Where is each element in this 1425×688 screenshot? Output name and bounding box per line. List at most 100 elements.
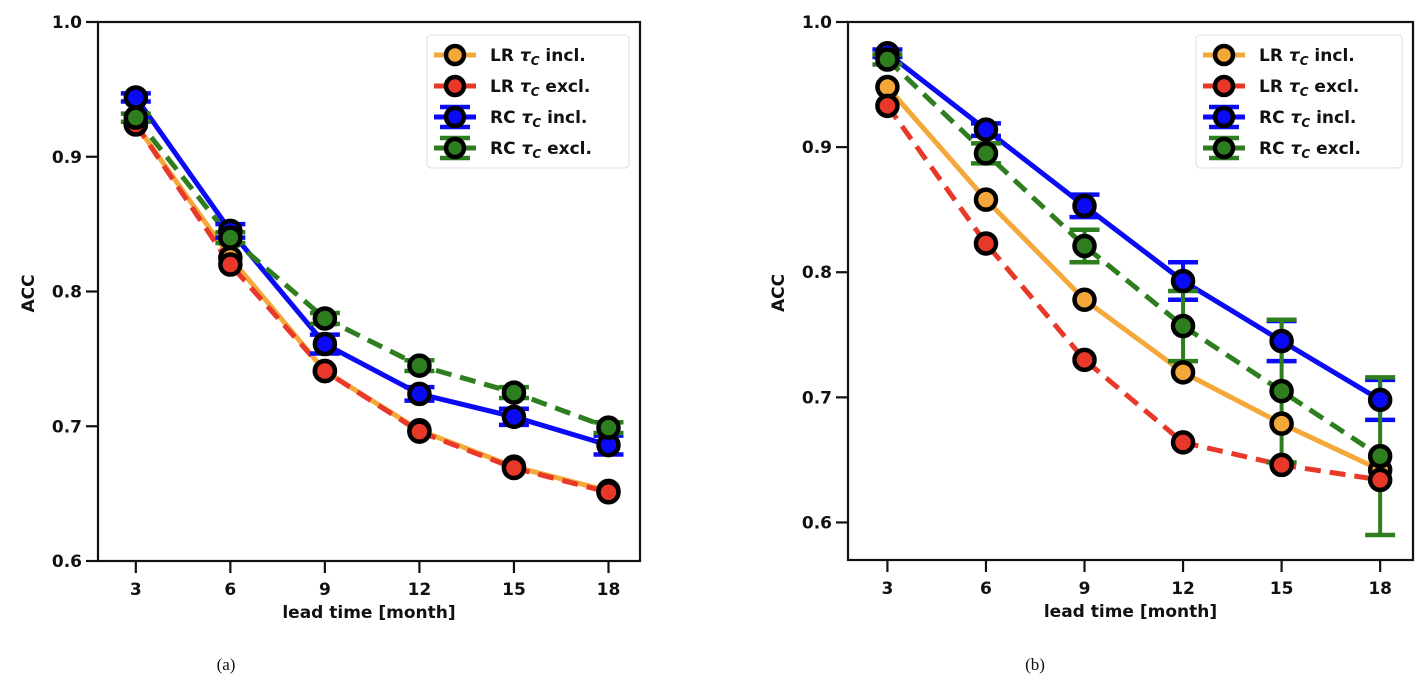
legend-marker	[443, 43, 467, 67]
legend: LR τC incl. LR τC excl. RC τC incl. RC τC e…	[1195, 34, 1403, 169]
y-tick-label: 0.9	[802, 138, 832, 158]
data-point	[973, 187, 999, 212]
data-point	[312, 306, 338, 331]
legend-item: RC τC incl.	[434, 104, 587, 130]
series-line-0	[133, 122, 610, 494]
x-tick-label: 6	[224, 580, 236, 600]
legend-item: RC τC excl.	[434, 135, 592, 161]
x-tick-label: 3	[881, 579, 893, 599]
x-tick-label: 15	[1270, 579, 1294, 599]
y-tick-label: 1.0	[802, 13, 832, 33]
data-point	[407, 381, 432, 407]
chart-panel-b: 0.6 0.7 0.8 0.9 1.0 3 6 9 12 15 18 lead time [month…	[769, 13, 1415, 674]
x-axis-label: lead time [month]	[282, 603, 455, 623]
y-tick-label: 0.6	[802, 513, 832, 533]
series-line-1	[885, 104, 1381, 483]
legend-marker	[443, 105, 467, 129]
legend-marker	[443, 136, 467, 160]
data-point	[1367, 443, 1393, 469]
legend-box	[426, 34, 630, 169]
legend: LR τC incl. LR τC excl. RC τC incl. RC τC e…	[426, 34, 630, 169]
legend-label: LR τC excl.	[1259, 77, 1359, 99]
panel-caption: (b)	[1025, 655, 1045, 674]
series-line-3	[133, 116, 610, 430]
legend-label: RC τC excl.	[1259, 139, 1361, 161]
data-point	[596, 415, 621, 440]
panel-caption: (a)	[217, 655, 236, 674]
legend-marker	[1212, 74, 1236, 98]
x-tick-label: 15	[502, 580, 526, 600]
y-axis-label: ACC	[19, 274, 39, 312]
data-point	[1170, 430, 1196, 455]
x-tick-label: 18	[597, 580, 621, 600]
legend-marker	[1212, 105, 1236, 129]
data-point	[973, 117, 999, 142]
data-point	[407, 353, 432, 378]
x-tick-label: 6	[980, 579, 992, 599]
data-point	[973, 231, 999, 256]
y-tick-label: 0.8	[52, 283, 82, 303]
series-line-0	[885, 85, 1382, 473]
data-point	[407, 419, 432, 444]
plot-frame	[846, 20, 1415, 562]
data-point	[1072, 347, 1097, 373]
data-point	[501, 380, 527, 405]
data-point	[596, 480, 621, 505]
data-point	[1269, 378, 1294, 404]
data-point	[123, 85, 149, 110]
x-tick-label: 3	[130, 580, 142, 600]
data-point	[875, 47, 900, 72]
data-point	[1072, 233, 1097, 259]
legend-box	[1195, 34, 1403, 169]
data-point	[218, 225, 243, 250]
x-tick-label: 9	[319, 580, 331, 600]
y-tick-label: 0.6	[52, 552, 82, 572]
data-point	[312, 358, 338, 384]
data-point	[1072, 193, 1097, 219]
data-point	[218, 252, 243, 277]
chart-panel-a: 0.6 0.7 0.8 0.9 1.0 3 6 9 12 15 18 lead time [month…	[19, 13, 642, 674]
data-point	[973, 141, 999, 166]
legend-item: LR τC excl.	[434, 74, 590, 99]
series-line-2	[885, 51, 1382, 402]
legend-label: RC τC incl.	[490, 108, 587, 130]
x-tick-label: 12	[408, 580, 432, 600]
data-point	[1367, 467, 1393, 493]
y-tick-label: 0.8	[802, 263, 832, 283]
series-line-3	[885, 57, 1382, 459]
data-point	[123, 105, 149, 130]
series-line-2	[133, 96, 610, 448]
x-tick-label: 12	[1171, 579, 1195, 599]
x-tick-label: 9	[1079, 579, 1091, 599]
legend-item: LR τC excl.	[1203, 74, 1359, 99]
legend-label: LR τC incl.	[490, 46, 586, 68]
legend-marker	[1212, 43, 1236, 67]
y-tick-label: 0.7	[802, 388, 832, 408]
legend-item: LR τC incl.	[434, 43, 586, 68]
data-point	[501, 455, 527, 481]
data-point	[1269, 411, 1294, 436]
data-point	[1170, 268, 1196, 294]
series-line-1	[133, 123, 610, 495]
data-point	[1269, 452, 1294, 478]
data-point	[1072, 287, 1097, 313]
data-point	[501, 404, 527, 430]
legend-label: LR τC excl.	[490, 77, 590, 99]
legend-item: RC τC excl.	[1203, 135, 1361, 161]
y-tick-label: 0.7	[52, 417, 82, 437]
y-tick-label: 1.0	[52, 13, 82, 33]
data-point	[1170, 313, 1196, 339]
legend-label: RC τC incl.	[1259, 108, 1356, 130]
y-tick-label: 0.9	[52, 148, 82, 168]
data-point	[1367, 387, 1393, 413]
y-axis-label: ACC	[769, 274, 789, 312]
data-point	[1269, 328, 1294, 354]
legend-marker	[443, 74, 467, 98]
legend-marker	[1212, 136, 1236, 160]
x-axis-label: lead time [month]	[1044, 602, 1217, 622]
legend-label: RC τC excl.	[490, 139, 592, 161]
data-point	[312, 331, 338, 357]
data-point	[1170, 360, 1196, 385]
legend-label: LR τC incl.	[1259, 46, 1355, 68]
